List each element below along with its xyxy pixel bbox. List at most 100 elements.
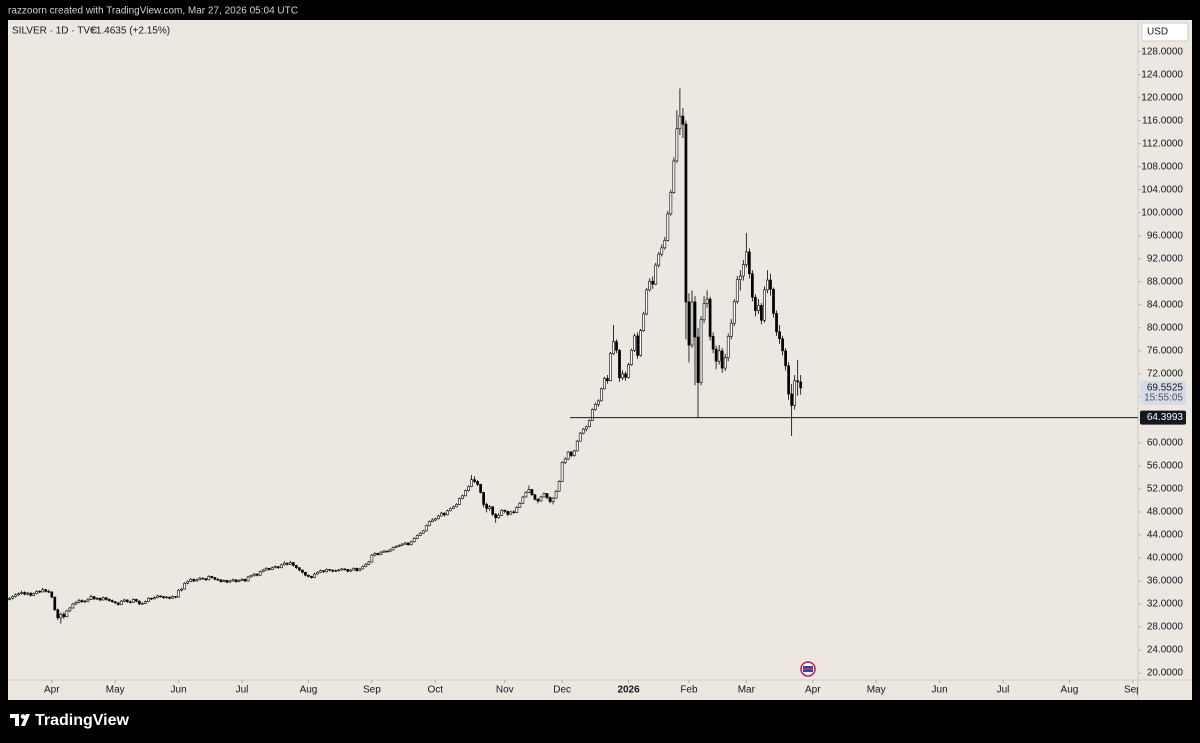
candle-body (476, 481, 479, 485)
candle-body (744, 251, 748, 265)
candle-body (225, 580, 229, 583)
candle-body (723, 357, 727, 369)
candle-body (361, 566, 365, 570)
x-tick-label: Mar (738, 685, 756, 696)
candle-body (337, 569, 341, 572)
candle-body (71, 603, 75, 609)
candle-body (301, 569, 304, 573)
candle-body (515, 507, 519, 513)
candle-body (654, 264, 658, 285)
candle-body (443, 512, 446, 516)
candle-body (603, 378, 606, 390)
candle-body (53, 596, 57, 611)
candle-body (385, 550, 389, 553)
candle-body (497, 515, 501, 518)
candle-body (651, 280, 655, 285)
x-tick-label: Jul (236, 685, 249, 696)
x-tick-label: Jun (171, 685, 187, 696)
candle-body (201, 577, 205, 580)
candle-body (32, 593, 36, 596)
candle-body (273, 566, 277, 569)
candle-body (134, 599, 138, 602)
x-tick-label: Feb (680, 685, 698, 696)
candle-body (597, 400, 600, 405)
candle-body (26, 592, 29, 595)
candle-body (717, 350, 721, 362)
candle-body (593, 404, 597, 410)
candle-body (452, 506, 455, 509)
candle-body (705, 298, 709, 304)
y-tick-label: 52.0000 (1147, 484, 1184, 495)
candle-body (766, 279, 769, 291)
candle-body (633, 335, 636, 351)
y-tick-label: 40.0000 (1147, 553, 1184, 564)
candle-body (681, 115, 685, 125)
candle-body (663, 240, 667, 249)
candle-body (548, 497, 552, 502)
y-tick-label: 32.0000 (1147, 599, 1184, 610)
candle-body (714, 348, 718, 362)
candle-body (790, 393, 793, 406)
candle-body (388, 549, 392, 552)
y-tick-label: 128.0000 (1141, 46, 1183, 57)
candle-body (648, 280, 652, 291)
y-tick-label: 84.0000 (1147, 299, 1184, 310)
y-tick-label: 116.0000 (1142, 115, 1183, 126)
candle-body (584, 426, 588, 430)
candle-body (772, 288, 775, 314)
candle-body (56, 609, 60, 619)
x-tick-label: Nov (496, 685, 514, 696)
last-price: 69.5525 (1147, 383, 1184, 394)
plot-inner (8, 88, 803, 624)
y-tick-label: 80.0000 (1147, 322, 1184, 333)
candle-body (156, 595, 159, 598)
event-icon[interactable] (800, 661, 816, 677)
candle-body (699, 319, 703, 383)
candle-body (141, 603, 144, 605)
y-tick-label: 76.0000 (1147, 345, 1184, 356)
candle-body (729, 322, 733, 337)
y-tick-label: 60.0000 (1147, 438, 1184, 449)
candle-body (796, 380, 800, 383)
x-tick-label: Jul (997, 685, 1010, 696)
symbol-title: SILVER · 1D · TVC (12, 26, 97, 37)
x-tick-label: Aug (1061, 685, 1079, 696)
candle-body (44, 589, 48, 592)
candle-body (781, 338, 784, 352)
candle-body (38, 591, 42, 593)
candle-body (760, 305, 763, 321)
change-label: +1.4635 (+2.15%) (90, 26, 170, 37)
candle-body (255, 573, 259, 576)
candle-body (763, 289, 766, 321)
candle-body (612, 341, 615, 355)
candle-body (618, 349, 621, 379)
candle-body (228, 580, 232, 583)
candle-body (17, 593, 20, 596)
candle-body (237, 580, 241, 582)
candle-body (627, 364, 630, 378)
candle-body (587, 420, 591, 428)
candle-body (189, 578, 193, 582)
candle-body (509, 511, 513, 515)
candle-body (787, 365, 790, 395)
candle-body (210, 576, 214, 578)
candle-body (433, 518, 437, 521)
candle-body (732, 301, 736, 324)
candle-body (675, 128, 679, 162)
candle-body (328, 569, 331, 571)
candle-body (412, 538, 416, 543)
candle-body (554, 490, 558, 499)
candle-body (415, 535, 419, 539)
candle-body (282, 562, 286, 566)
currency-box[interactable] (1141, 22, 1189, 42)
candle-body (726, 336, 730, 359)
time-axis: Apr May Jun Jul Aug Sep Oct Nov Dec 2026 Feb Mar Apr… (44, 680, 1138, 696)
candle-body (751, 273, 754, 298)
candle-body (485, 504, 488, 509)
y-tick-label: 100.0000 (1141, 207, 1183, 218)
candle-body (295, 565, 298, 569)
candle-body (524, 492, 528, 498)
y-tick-label: 108.0000 (1141, 161, 1183, 172)
candle-body (92, 596, 96, 600)
